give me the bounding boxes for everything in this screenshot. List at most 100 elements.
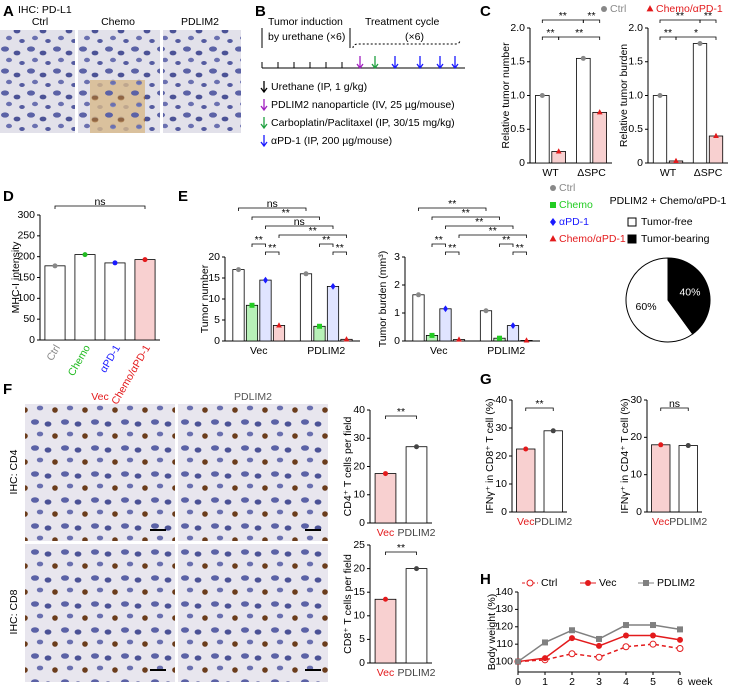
y-tick-label: 0 [501, 506, 507, 518]
legend-marker [550, 202, 556, 208]
y-tick-label: 0 [636, 506, 642, 518]
x-tick-label: WT [660, 167, 677, 179]
significance-label: ** [397, 406, 405, 418]
significance-label: ** [587, 10, 595, 22]
panel-label: D [3, 188, 14, 205]
significance-label: ** [664, 27, 672, 39]
x-axis-label: week [687, 676, 713, 686]
data-point [677, 636, 683, 643]
y-axis-label: Tumor number [199, 264, 211, 333]
legend-label: Tumor-bearing [641, 233, 710, 245]
x-tick-label: Vec [250, 345, 268, 357]
data-point [497, 335, 502, 341]
bar [405, 446, 428, 524]
significance-label: ** [502, 234, 510, 246]
y-tick-label: 100 [17, 292, 35, 304]
y-tick-label: 20 [353, 460, 365, 472]
data-point [673, 157, 679, 163]
data-point [330, 283, 336, 290]
significance-label: ** [516, 242, 524, 254]
data-point [317, 323, 322, 329]
ihc-image [25, 404, 175, 541]
legend-label: PDLIM2 nanoparticle (IV, 25 µg/mouse) [271, 99, 455, 111]
significance-bracket [265, 251, 280, 255]
bar [104, 262, 126, 341]
data-point [677, 626, 683, 633]
data-point [622, 643, 630, 651]
legend-marker [526, 579, 534, 587]
data-point [542, 639, 548, 646]
bar [134, 259, 156, 341]
legend-label: Ctrl [610, 3, 626, 15]
data-point [236, 267, 241, 273]
data-point [276, 322, 282, 328]
y-tick-label: 10 [208, 293, 220, 305]
bracket [261, 28, 351, 48]
significance-bracket [265, 225, 334, 229]
bar [374, 473, 397, 524]
x-tick-label: ΔSPC [577, 167, 606, 179]
y-tick-label: 0.5 [510, 123, 525, 135]
y-axis-label: Relative tumor number [500, 42, 512, 149]
legend-label: αPD-1 [559, 216, 589, 228]
y-tick-label: 2.0 [628, 22, 643, 34]
image-label: PDLIM2 [181, 16, 219, 28]
significance-bracket [431, 216, 500, 220]
x-tick-label: PDLIM2 [398, 667, 436, 679]
data-point [685, 443, 691, 449]
y-tick-label: 20 [208, 251, 220, 263]
panel-label: B [255, 3, 266, 20]
arrow [260, 135, 268, 148]
legend-label: Ctrl [559, 182, 575, 194]
y-tick-label: 0 [214, 335, 220, 347]
ihc-image [0, 30, 75, 133]
panel-label: H [480, 571, 491, 588]
significance-label: ns [94, 196, 105, 208]
x-tick-label: PDLIM2 [307, 345, 345, 357]
y-tick-label: 1 [394, 307, 400, 319]
data-point [263, 276, 268, 284]
significance-label: ns [294, 216, 305, 228]
arrow [260, 81, 268, 94]
y-tick-label: 50 [23, 313, 35, 325]
significance-label: ** [575, 27, 583, 39]
legend-label: Vec [599, 577, 617, 589]
panel-label: G [480, 371, 492, 388]
y-tick-label: 40 [353, 404, 365, 416]
y-tick-label: 140 [495, 586, 513, 598]
legend-label: Chemo/αPD-1 [559, 233, 626, 245]
legend-marker [550, 185, 556, 191]
legend-label: Ctrl [541, 577, 557, 589]
data-point [580, 55, 586, 61]
x-tick-label: 3 [596, 676, 602, 686]
column-label: PDLIM2 [234, 391, 272, 403]
y-tick-label: 10 [495, 478, 507, 490]
data-point [596, 642, 602, 649]
ihc-stain [90, 80, 145, 133]
y-tick-label: 5 [359, 633, 365, 645]
significance-bracket [385, 415, 417, 419]
y-tick-label: 1.5 [510, 56, 525, 68]
x-tick-label: ΔSPC [694, 167, 723, 179]
y-tick-label: 120 [495, 621, 513, 633]
bar [232, 269, 245, 342]
significance-label: ** [282, 207, 290, 219]
significance-bracket [660, 407, 689, 411]
panel-label: A [3, 3, 14, 20]
significance-label: ** [268, 242, 276, 254]
bar [592, 111, 607, 164]
data-point [623, 632, 629, 639]
data-point [713, 132, 719, 138]
slice-label: 60% [636, 301, 657, 313]
ihc-image [163, 30, 241, 133]
y-tick-label: 20 [495, 450, 507, 462]
significance-label: ** [535, 398, 543, 410]
data-point [595, 653, 603, 661]
y-tick-label: 1.0 [628, 89, 643, 101]
bracket [352, 39, 461, 49]
arrow [260, 99, 268, 112]
x-tick-label: WT [542, 167, 559, 179]
x-tick-label: 2 [569, 676, 575, 686]
bar [44, 265, 66, 341]
x-tick-label: 0 [515, 676, 521, 686]
